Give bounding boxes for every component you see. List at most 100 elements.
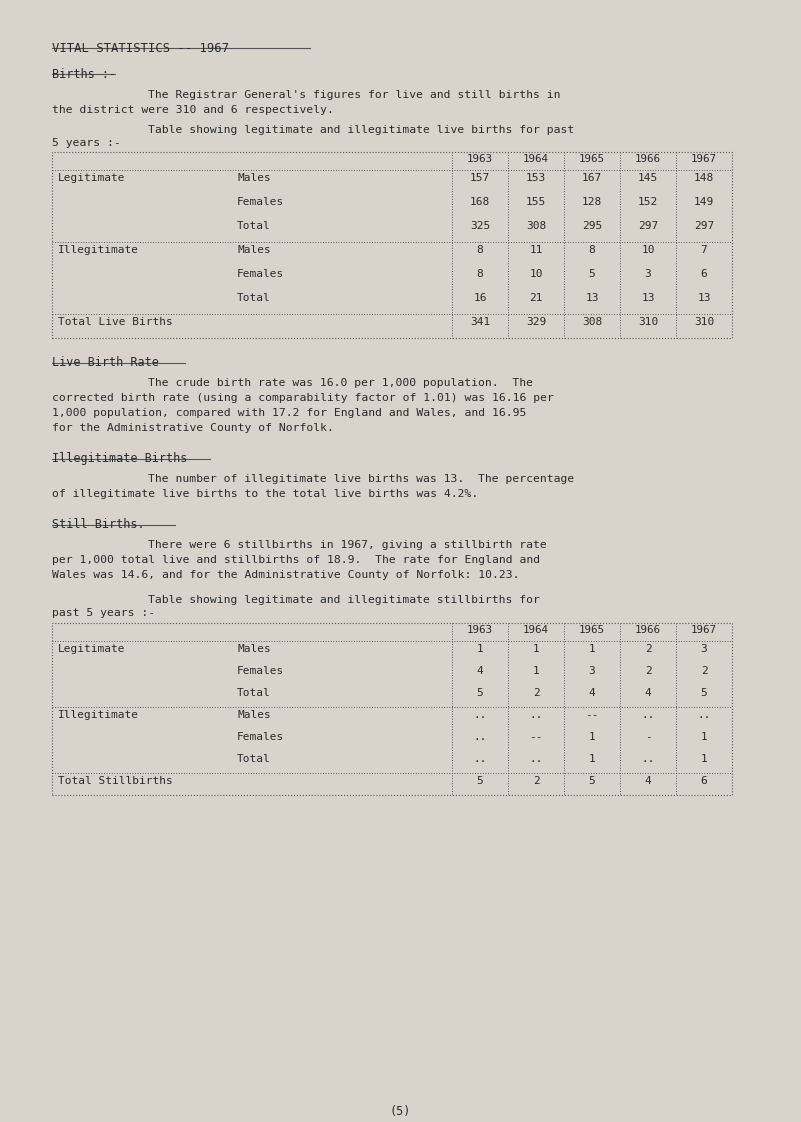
Text: 1964: 1964 (523, 154, 549, 164)
Text: ..: .. (473, 710, 487, 720)
Text: 3: 3 (701, 644, 707, 654)
Text: Total Stillbirths: Total Stillbirths (58, 776, 173, 787)
Text: Table showing legitimate and illegitimate stillbirths for: Table showing legitimate and illegitimat… (148, 595, 540, 605)
Text: 168: 168 (470, 197, 490, 206)
Text: Males: Males (237, 710, 271, 720)
Text: 1: 1 (701, 754, 707, 764)
Text: ..: .. (642, 710, 654, 720)
Text: Total: Total (237, 688, 271, 698)
Text: 128: 128 (582, 197, 602, 206)
Text: 1965: 1965 (579, 154, 605, 164)
Text: 1: 1 (477, 644, 483, 654)
Text: 1,000 population, compared with 17.2 for England and Wales, and 16.95: 1,000 population, compared with 17.2 for… (52, 408, 526, 419)
Text: 1967: 1967 (691, 154, 717, 164)
Text: 1965: 1965 (579, 625, 605, 635)
Text: 1: 1 (589, 754, 595, 764)
Text: 5: 5 (477, 776, 483, 787)
Text: 1966: 1966 (635, 154, 661, 164)
Text: 341: 341 (470, 318, 490, 327)
Text: ..: .. (473, 754, 487, 764)
Text: ..: .. (697, 710, 710, 720)
Text: ..: .. (642, 754, 654, 764)
Text: 148: 148 (694, 173, 714, 183)
Text: VITAL STATISTICS -- 1967: VITAL STATISTICS -- 1967 (52, 42, 229, 55)
Text: 1966: 1966 (635, 625, 661, 635)
Text: 1: 1 (533, 644, 539, 654)
Text: 5: 5 (589, 269, 595, 279)
Text: of illegitimate live births to the total live births was 4.2%.: of illegitimate live births to the total… (52, 489, 478, 499)
Text: 5: 5 (477, 688, 483, 698)
Text: 1: 1 (589, 644, 595, 654)
Text: 10: 10 (529, 269, 543, 279)
Text: 21: 21 (529, 293, 543, 303)
Text: ..: .. (529, 754, 543, 764)
Text: for the Administrative County of Norfolk.: for the Administrative County of Norfolk… (52, 423, 334, 433)
Text: Total Live Births: Total Live Births (58, 318, 173, 327)
Text: Females: Females (237, 269, 284, 279)
Text: 2: 2 (645, 666, 651, 675)
Text: 2: 2 (533, 688, 539, 698)
Text: Total: Total (237, 293, 271, 303)
Text: Males: Males (237, 245, 271, 255)
Text: 13: 13 (586, 293, 599, 303)
Text: 297: 297 (694, 221, 714, 231)
Text: 5: 5 (701, 688, 707, 698)
Text: 155: 155 (526, 197, 546, 206)
Text: 6: 6 (701, 269, 707, 279)
Bar (52, 151, 732, 338)
Text: 310: 310 (638, 318, 658, 327)
Text: Legitimate: Legitimate (58, 644, 126, 654)
Text: Wales was 14.6, and for the Administrative County of Norfolk: 10.23.: Wales was 14.6, and for the Administrati… (52, 570, 520, 580)
Text: --: -- (586, 710, 599, 720)
Text: 153: 153 (526, 173, 546, 183)
Text: 308: 308 (526, 221, 546, 231)
Text: 3: 3 (589, 666, 595, 675)
Text: 329: 329 (526, 318, 546, 327)
Text: past 5 years :-: past 5 years :- (52, 608, 155, 618)
Text: 1: 1 (589, 732, 595, 742)
Text: 297: 297 (638, 221, 658, 231)
Text: 167: 167 (582, 173, 602, 183)
Text: Illegitimate: Illegitimate (58, 710, 139, 720)
Text: Total: Total (237, 221, 271, 231)
Text: 1: 1 (701, 732, 707, 742)
Text: Total: Total (237, 754, 271, 764)
Text: 16: 16 (473, 293, 487, 303)
Text: 8: 8 (477, 269, 483, 279)
Text: The Registrar General's figures for live and still births in: The Registrar General's figures for live… (148, 90, 561, 100)
Text: corrected birth rate (using a comparability factor of 1.01) was 16.16 per: corrected birth rate (using a comparabil… (52, 393, 553, 403)
Text: Illegitimate Births: Illegitimate Births (52, 452, 187, 465)
Text: There were 6 stillbirths in 1967, giving a stillbirth rate: There were 6 stillbirths in 1967, giving… (148, 540, 547, 550)
Text: 8: 8 (477, 245, 483, 255)
Text: Births :-: Births :- (52, 68, 116, 81)
Text: Males: Males (237, 644, 271, 654)
Text: Females: Females (237, 732, 284, 742)
Text: ..: .. (473, 732, 487, 742)
Text: 1: 1 (533, 666, 539, 675)
Text: Males: Males (237, 173, 271, 183)
Text: -: - (645, 732, 651, 742)
Text: Illegitimate: Illegitimate (58, 245, 139, 255)
Text: Legitimate: Legitimate (58, 173, 126, 183)
Text: 4: 4 (645, 688, 651, 698)
Text: Live Birth Rate: Live Birth Rate (52, 356, 159, 369)
Text: 2: 2 (645, 644, 651, 654)
Text: 4: 4 (477, 666, 483, 675)
Text: Table showing legitimate and illegitimate live births for past: Table showing legitimate and illegitimat… (148, 125, 574, 135)
Text: 310: 310 (694, 318, 714, 327)
Text: 5 years :-: 5 years :- (52, 138, 121, 148)
Text: The crude birth rate was 16.0 per 1,000 population.  The: The crude birth rate was 16.0 per 1,000 … (148, 378, 533, 388)
Text: ..: .. (529, 710, 543, 720)
Text: 10: 10 (642, 245, 654, 255)
Text: 1963: 1963 (467, 154, 493, 164)
Text: --: -- (529, 732, 543, 742)
Text: 152: 152 (638, 197, 658, 206)
Text: 1963: 1963 (467, 625, 493, 635)
Text: Females: Females (237, 197, 284, 206)
Text: per 1,000 total live and stillbirths of 18.9.  The rate for England and: per 1,000 total live and stillbirths of … (52, 555, 540, 565)
Text: 11: 11 (529, 245, 543, 255)
Text: 295: 295 (582, 221, 602, 231)
Text: 5: 5 (589, 776, 595, 787)
Text: The number of illegitimate live births was 13.  The percentage: The number of illegitimate live births w… (148, 473, 574, 484)
Text: 8: 8 (589, 245, 595, 255)
